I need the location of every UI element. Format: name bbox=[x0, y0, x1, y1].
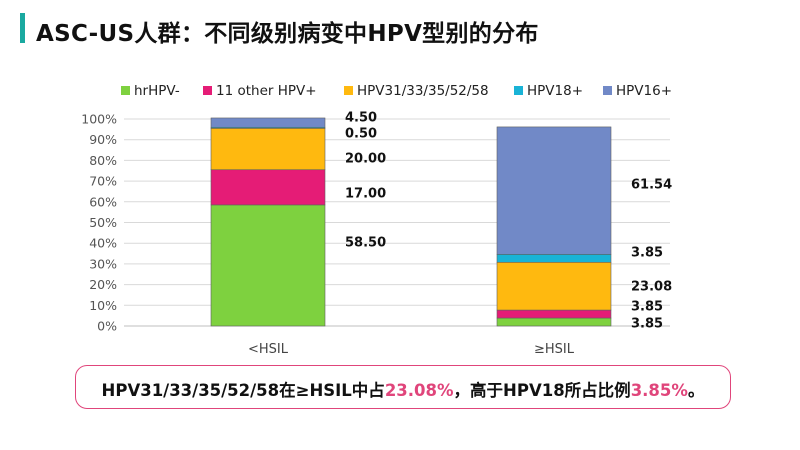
data-label-0-0: 58.50 bbox=[345, 236, 386, 251]
legend-swatch-0 bbox=[121, 86, 130, 95]
y-tick-label-0: 0% bbox=[97, 319, 117, 334]
data-label-1-3: 3.85 bbox=[631, 246, 663, 261]
legend-swatch-2 bbox=[344, 86, 353, 95]
y-tick-label-30: 30% bbox=[89, 256, 117, 271]
y-tick-label-40: 40% bbox=[89, 236, 117, 251]
y-tick-label-90: 90% bbox=[89, 132, 117, 147]
data-label-0-3: 0.50 bbox=[345, 127, 377, 142]
x-tick-label-1: ≥HSIL bbox=[534, 342, 575, 357]
legend-label-4: HPV16+ bbox=[616, 83, 672, 99]
y-tick-label-10: 10% bbox=[89, 298, 117, 313]
y-tick-label-80: 80% bbox=[89, 153, 117, 168]
bar-segment-0-1 bbox=[210, 169, 326, 206]
title-accent-bar bbox=[20, 13, 25, 43]
data-label-0-2: 20.00 bbox=[345, 152, 386, 167]
legend-label-2: HPV31/33/35/52/58 bbox=[357, 83, 489, 99]
data-label-1-4: 61.54 bbox=[631, 178, 672, 193]
bar-segment-1-0 bbox=[496, 317, 612, 327]
data-label-0-1: 17.00 bbox=[345, 187, 386, 202]
bar-segment-1-1 bbox=[496, 309, 612, 319]
legend-label-1: 11 other HPV+ bbox=[216, 83, 317, 99]
y-tick-label-50: 50% bbox=[89, 215, 117, 230]
y-tick-label-100: 100% bbox=[81, 112, 117, 127]
data-label-0-4: 4.50 bbox=[345, 111, 377, 126]
data-label-1-2: 23.08 bbox=[631, 280, 672, 295]
legend-swatch-3 bbox=[514, 86, 523, 95]
summary-value-hpv18: 3.85% bbox=[630, 381, 688, 400]
summary-text: HPV31/33/35/52/58在≥HSIL中占23.08%，高于HPV18所… bbox=[76, 377, 730, 401]
data-label-1-1: 3.85 bbox=[631, 300, 663, 315]
legend-label-0: hrHPV- bbox=[134, 83, 180, 99]
summary-suffix: 。 bbox=[687, 381, 705, 400]
bar-segment-0-2 bbox=[210, 128, 326, 171]
data-label-1-0: 3.85 bbox=[631, 317, 663, 332]
legend-swatch-1 bbox=[203, 86, 212, 95]
y-tick-label-60: 60% bbox=[89, 194, 117, 209]
summary-prefix: HPV31/33/35/52/58在≥HSIL中占 bbox=[101, 381, 385, 400]
summary-middle: ，高于HPV18所占比例 bbox=[453, 381, 631, 400]
summary-callout: HPV31/33/35/52/58在≥HSIL中占23.08%，高于HPV18所… bbox=[75, 365, 731, 409]
bar-segment-1-2 bbox=[496, 261, 612, 311]
bar-segment-0-4 bbox=[210, 117, 326, 128]
legend-swatch-4 bbox=[603, 86, 612, 95]
x-tick-label-0: <HSIL bbox=[248, 342, 289, 357]
page-title: ASC-US人群：不同级别病变中HPV型别的分布 bbox=[36, 21, 539, 47]
bar-segment-0-0 bbox=[210, 204, 326, 327]
bar-segment-1-4 bbox=[496, 126, 612, 255]
y-tick-label-70: 70% bbox=[89, 174, 117, 189]
y-tick-label-20: 20% bbox=[89, 277, 117, 292]
summary-value-hpv31-group: 23.08% bbox=[384, 381, 454, 400]
bar-segment-1-3 bbox=[496, 254, 612, 263]
legend-label-3: HPV18+ bbox=[527, 83, 583, 99]
